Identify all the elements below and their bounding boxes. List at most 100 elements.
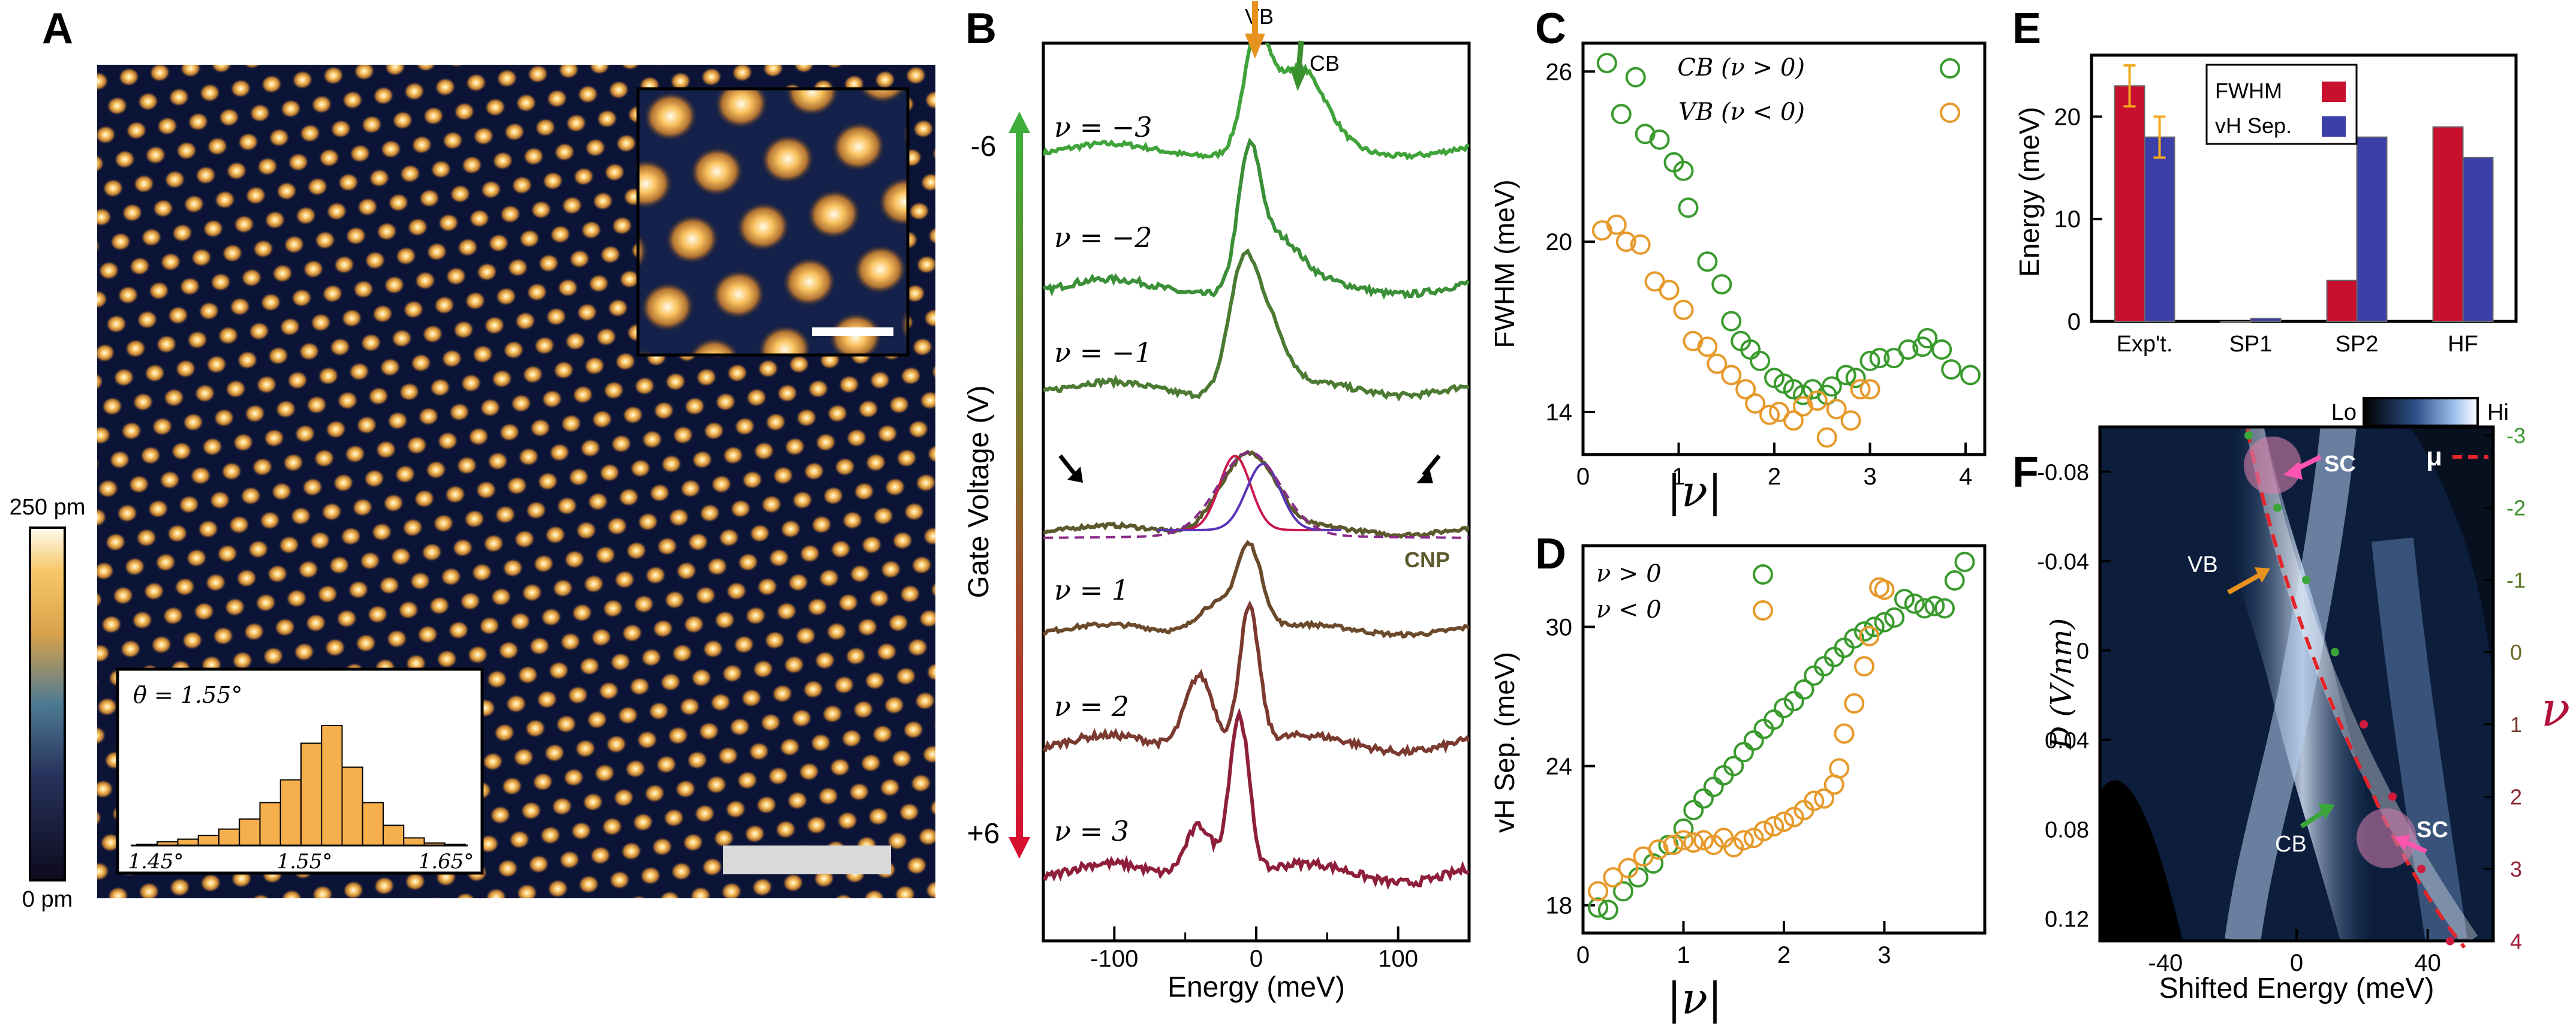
spectrum-curve <box>1043 43 1469 161</box>
panel-b: B VB CB -6 +6 Gate Voltage (V) ν = −3 ν … <box>963 1 1471 1003</box>
bar <box>2432 126 2464 323</box>
heatmap-side-band <box>2372 537 2467 941</box>
spectrum-curve <box>1043 540 1469 639</box>
scatter-and-bar-layer: 0 1 2 3 4 14 20 26 CB (ν > 0) VB (ν < 0) 0 1 2 3 18 24 3… <box>1546 41 2518 968</box>
data-point <box>1807 390 1828 411</box>
data-point <box>1750 350 1771 371</box>
data-point <box>1854 621 1874 642</box>
legend-marker <box>1940 103 1960 123</box>
cb-arrow-icon <box>1290 67 1308 91</box>
cnp-fit-component <box>1157 455 1341 531</box>
mu-filling-dot <box>2360 720 2368 729</box>
data-point <box>1648 839 1669 860</box>
heatmap-dark-right <box>2411 427 2493 690</box>
cnp-left-arrow-icon <box>1067 467 1083 483</box>
data-point <box>1721 365 1742 386</box>
mu-filling-dot <box>2302 576 2310 584</box>
data-point <box>1743 828 1764 849</box>
xtick-label: 1 <box>1672 464 1685 490</box>
nu-tick-label: 3 <box>2510 857 2522 881</box>
data-point <box>1804 790 1825 811</box>
cnp-label: CNP <box>1404 547 1450 572</box>
data-point <box>1673 818 1694 839</box>
panel-c-ylabel: FWHM (meV) <box>1489 179 1520 348</box>
data-point <box>1904 593 1925 614</box>
ytick-label: 0.08 <box>2045 818 2089 843</box>
cnp-fit-total <box>1043 451 1469 539</box>
xtick-label: 2 <box>1777 942 1790 968</box>
colorbar-hi-label: Hi <box>2487 400 2509 425</box>
nu-label-p3: ν = 3 <box>1054 815 1129 847</box>
gate-bottom-label: +6 <box>967 818 1000 850</box>
histogram-bar <box>197 835 219 846</box>
category-label: Exp't. <box>2117 332 2173 357</box>
xtick-label: 4 <box>1959 464 1972 490</box>
data-point <box>1884 607 1905 628</box>
legend-label: VB (ν < 0) <box>1678 98 1805 126</box>
mu-filling-dot <box>2331 648 2339 657</box>
xtick-label: 0 <box>1576 942 1590 968</box>
nu-tick-label: 2 <box>2510 785 2522 810</box>
sc-bottom-arrow-icon <box>2395 835 2411 850</box>
category-label: SP1 <box>2229 332 2273 357</box>
panel-f-xlabel: Shifted Energy (meV) <box>2159 973 2434 1004</box>
spectra-curves <box>1043 43 1469 890</box>
data-point <box>1917 328 1938 349</box>
legend-label: FWHM <box>2215 79 2282 103</box>
mu-filling-dot <box>2446 937 2454 946</box>
zoom-inset-scalebar <box>812 327 893 336</box>
category-label: HF <box>2448 332 2478 357</box>
data-point <box>1829 758 1850 779</box>
data-point <box>1615 231 1636 252</box>
legend-label: ν > 0 <box>1596 560 1662 588</box>
data-point <box>1844 628 1865 649</box>
height-colorbar <box>29 526 66 881</box>
colorbar-top-label: 250 pm <box>10 495 86 520</box>
panel-d: D vH Sep. (meV) |ν| <box>1489 530 1722 1024</box>
bar <box>2356 136 2388 322</box>
histogram-bar <box>321 725 343 846</box>
legend-marker <box>1753 600 1773 621</box>
data-point <box>1723 837 1744 857</box>
panel-d-letter: D <box>1535 530 1566 578</box>
data-point <box>1834 723 1855 744</box>
histogram-bar <box>383 825 405 847</box>
data-point <box>1783 691 1804 712</box>
legend-swatch <box>2322 82 2346 102</box>
data-point <box>1683 832 1704 853</box>
data-point <box>1603 867 1624 888</box>
data-point <box>1814 788 1834 809</box>
data-point <box>1618 857 1639 878</box>
f-cb-label: CB <box>2275 832 2307 857</box>
panel-f: F Lo Hi μ SC SC VB CB <box>2012 397 2570 1004</box>
data-point <box>1606 214 1627 235</box>
data-point <box>1874 612 1895 633</box>
colorbar-lo-label: Lo <box>2331 400 2357 425</box>
panel-b-xaxis: -100 0 100 <box>1042 926 1470 972</box>
histogram-bar <box>300 742 323 846</box>
heatmap-cb-band <box>2225 427 2357 941</box>
sc-region-bottom <box>2357 808 2416 868</box>
mu-filling-dot <box>2273 503 2282 512</box>
histogram-bars <box>136 725 466 847</box>
ytick-label: 24 <box>1546 753 1573 780</box>
histogram-bar <box>239 818 261 846</box>
nu-label-m1: ν = −1 <box>1054 336 1152 369</box>
vb-label: VB <box>1245 4 1274 29</box>
bar <box>2326 279 2358 323</box>
data-point <box>1703 835 1724 856</box>
data-point <box>1874 579 1895 600</box>
data-point <box>1764 816 1784 837</box>
histogram-bar <box>218 828 240 847</box>
panel-a-letter: A <box>42 5 73 53</box>
data-point <box>1850 379 1871 400</box>
data-point <box>1721 311 1742 332</box>
data-point <box>1649 129 1670 150</box>
bar <box>2220 321 2252 323</box>
plot-frame <box>1581 41 1987 456</box>
bar <box>2250 317 2282 323</box>
nu-tick-label: -1 <box>2506 568 2526 592</box>
xtick-label: 0 <box>1250 946 1263 972</box>
data-point <box>1944 570 1965 591</box>
data-point <box>1931 339 1952 360</box>
